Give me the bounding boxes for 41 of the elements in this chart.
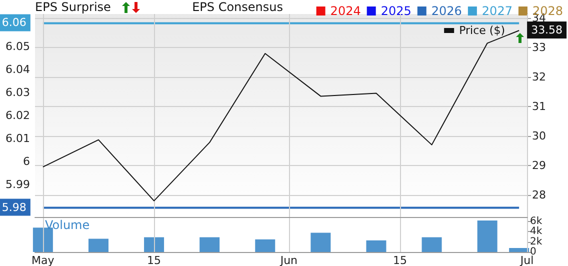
bar	[200, 237, 220, 252]
bar	[255, 239, 276, 252]
legend-label: 2026	[431, 4, 462, 18]
y-tick-label: 2k	[530, 236, 542, 248]
y-tick-label: 6.04	[6, 62, 30, 76]
legend-title: EPS Consensus	[192, 0, 284, 14]
data-label: 33.58	[531, 24, 563, 36]
y-tick-label: 6.02	[6, 109, 30, 122]
x-tick-label: 15	[393, 254, 408, 266]
y-tick-label: 4k	[530, 226, 542, 238]
y2-tick-label: 33	[532, 41, 546, 54]
bar	[366, 240, 386, 252]
y-tick-label: 6.05	[6, 40, 30, 53]
x-tick-label: 15	[147, 254, 162, 266]
legend-label: Price ($)	[459, 24, 506, 37]
y2-tick-label: 31	[532, 100, 546, 114]
y-tick-label: 6.01	[6, 132, 30, 146]
data-label: 5.98	[2, 200, 26, 214]
chart-title: Volume	[45, 218, 90, 232]
chart-title: EPS Surprise	[35, 0, 111, 14]
y2-tick-label: 28	[532, 188, 546, 202]
x-tick-label: May	[32, 254, 55, 266]
y2-tick-label: 29	[532, 158, 546, 172]
data-label: 6.06	[2, 16, 26, 30]
legend-label: 2025	[380, 4, 412, 18]
y2-tick-label: 30	[532, 129, 546, 142]
bar	[32, 228, 53, 252]
bar	[310, 232, 331, 252]
bar	[509, 248, 530, 252]
bar	[422, 237, 442, 252]
bar	[477, 220, 498, 252]
bar	[88, 238, 108, 252]
y-tick-label: 6.03	[6, 86, 30, 99]
y-tick-label: 5.99	[6, 178, 30, 192]
y2-tick-label: 32	[532, 70, 546, 84]
legend-label: 2024	[330, 4, 361, 18]
y-tick-label: 6k	[530, 216, 542, 228]
bar	[144, 237, 164, 252]
x-tick-label: Jun	[279, 254, 298, 266]
y-tick-label: 6	[23, 155, 30, 168]
legend-label: 2027	[482, 4, 512, 18]
